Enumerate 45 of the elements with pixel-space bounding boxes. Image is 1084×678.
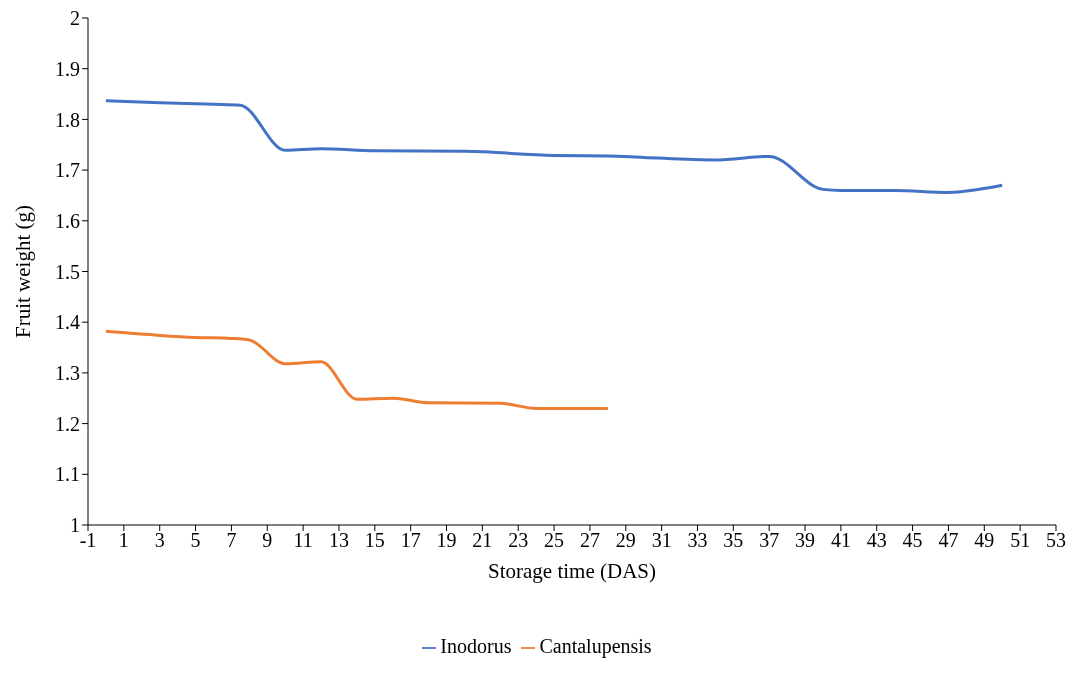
x-tick-label: 13 [328, 529, 349, 552]
x-tick-label: 23 [508, 529, 529, 552]
x-tick-label: 29 [615, 529, 636, 552]
x-tick-label: 17 [400, 529, 421, 552]
x-tick-label: -1 [79, 529, 97, 552]
x-axis-title: Storage time (DAS) [488, 558, 656, 583]
x-tick-label: 31 [651, 529, 672, 552]
y-tick-label: 2 [70, 7, 80, 30]
x-tick-label: 5 [190, 529, 201, 552]
y-axis-title: Fruit weight (g) [11, 205, 36, 338]
x-tick-label: 39 [795, 529, 816, 552]
x-tick-label: 19 [436, 529, 457, 552]
y-tick-label: 1.9 [55, 57, 80, 80]
line-series [104, 329, 610, 410]
legend-label: Cantalupensis [539, 635, 652, 657]
x-tick-label: 49 [974, 529, 995, 552]
x-tick-label: 27 [579, 529, 600, 552]
x-tick-label: 41 [830, 529, 851, 552]
x-tick-label: 21 [472, 529, 493, 552]
x-tick-label: 9 [262, 529, 273, 552]
x-tick-label: 25 [544, 529, 565, 552]
x-tick-label: 51 [1010, 529, 1031, 552]
y-tick-label: 1 [70, 514, 80, 537]
x-tick-label: 43 [866, 529, 887, 552]
x-tick-label: 47 [938, 529, 959, 552]
x-tick-label: 53 [1046, 529, 1066, 552]
y-tick-label: 1.3 [55, 362, 80, 384]
y-tick-label: 1.7 [55, 159, 80, 182]
legend-label: Inodorus [440, 635, 512, 657]
x-tick-label: 37 [759, 529, 780, 552]
y-tick-label: 1.4 [55, 311, 80, 334]
x-tick-label: 15 [364, 529, 385, 552]
y-tick-label: 1.1 [55, 463, 80, 486]
y-tick-label: 1.6 [55, 209, 80, 232]
x-tick-label: 1 [118, 529, 129, 552]
x-tick-label: 45 [902, 529, 923, 552]
y-tick-label: 1.8 [55, 108, 80, 131]
x-tick-label: 33 [687, 529, 708, 552]
y-tick-label: 1.2 [55, 412, 80, 435]
x-tick-label: 11 [293, 529, 313, 552]
y-tick-label: 1.5 [55, 260, 80, 283]
x-tick-label: 35 [723, 529, 744, 552]
x-tick-label: 3 [154, 529, 165, 552]
x-tick-label: 7 [226, 529, 237, 552]
line-series [104, 99, 1004, 194]
